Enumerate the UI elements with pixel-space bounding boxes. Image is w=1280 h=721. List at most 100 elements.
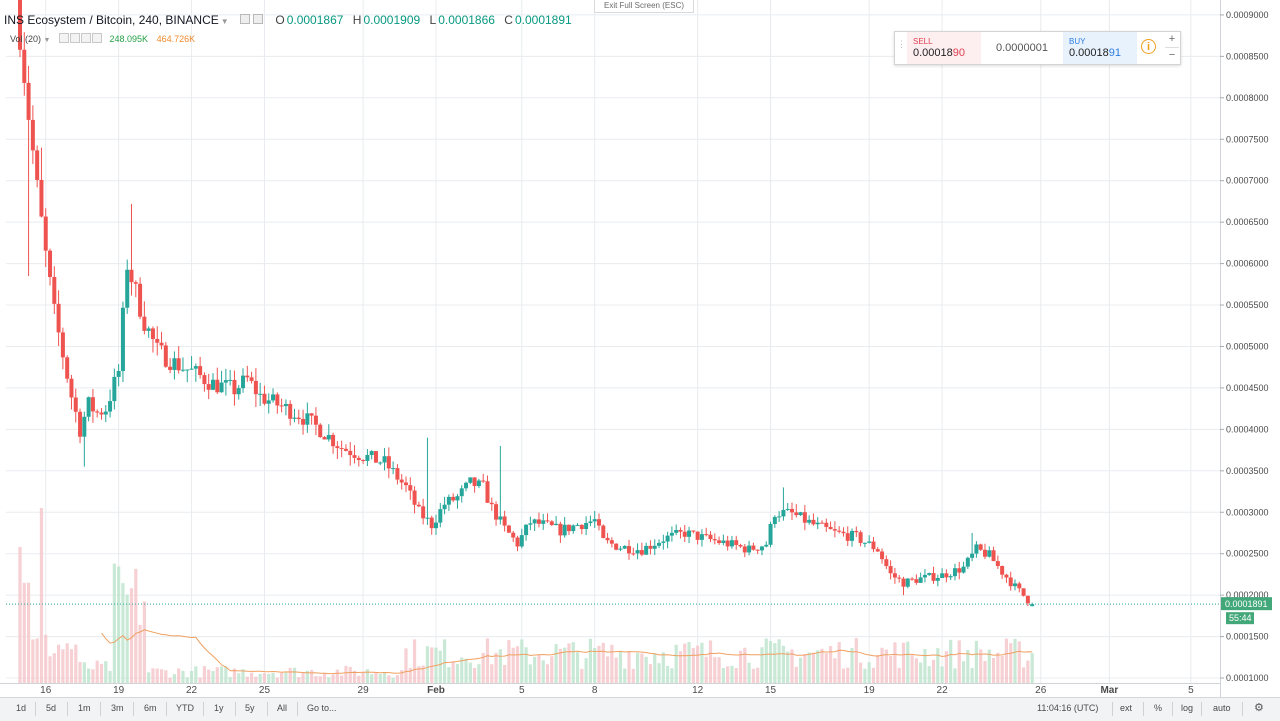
utc-clock[interactable]: 11:04:16 (UTC) (1037, 703, 1099, 713)
eye-icon[interactable] (240, 14, 251, 24)
volume-bar (919, 662, 923, 683)
volume-bar (678, 651, 683, 683)
time-axis-label: 19 (864, 685, 876, 696)
price-axis-label: 0.0004000 (1226, 424, 1269, 434)
volume-bar (365, 669, 369, 683)
close-icon[interactable] (92, 33, 102, 43)
volume-bar (357, 675, 361, 683)
candle-up (1013, 583, 1018, 587)
candle-down (914, 579, 919, 583)
volume-bar (653, 653, 657, 683)
volume-bar (738, 650, 743, 683)
candle-up (180, 369, 185, 371)
volume-bar (198, 677, 202, 683)
candle-down (408, 485, 413, 491)
volume-bar (468, 662, 472, 683)
candle-up (172, 358, 177, 370)
candlestick-chart[interactable]: 0.0009000 0.0008500 0.0008000 0.0007500 0.00… (0, 0, 1280, 697)
candle-up (266, 400, 271, 404)
candle-down (95, 411, 100, 413)
goto-button[interactable]: Go to... (307, 703, 337, 713)
candle-down (712, 539, 717, 541)
candle-up (661, 541, 666, 543)
volume-bar (507, 640, 511, 683)
volume-bar (811, 652, 816, 683)
info-icon[interactable]: i (1141, 39, 1156, 54)
auto-toggle[interactable]: auto (1213, 703, 1231, 713)
chevron-down-icon[interactable]: ▼ (43, 37, 51, 44)
add-icon[interactable] (81, 33, 91, 43)
exit-fullscreen-button[interactable]: Exit Full Screen (ESC) (594, 0, 694, 13)
ext-toggle[interactable]: ext (1120, 703, 1133, 713)
timeframe-3m[interactable]: 3m (111, 703, 124, 713)
minus-button[interactable]: − (1168, 49, 1176, 61)
volume-ma-value: 464.726K (156, 34, 196, 44)
candle-up (146, 328, 151, 331)
volume-bar (284, 672, 288, 683)
timeframe-5y[interactable]: 5y (245, 703, 255, 713)
volume-bar (425, 646, 430, 683)
candle-up (781, 509, 786, 517)
gear-icon[interactable] (253, 14, 264, 24)
plus-button[interactable]: + (1165, 32, 1179, 48)
volume-bar (395, 675, 400, 683)
candle-down (631, 553, 636, 555)
candle-down (322, 437, 327, 440)
price-axis-label: 0.0006000 (1226, 259, 1269, 269)
candle-up (271, 394, 276, 401)
candle-down (717, 540, 722, 544)
volume-bar (743, 647, 747, 683)
candle-down (725, 540, 730, 547)
candle-down (678, 529, 683, 532)
timeframe-5d[interactable]: 5d (46, 703, 57, 713)
volume-title[interactable]: Vol (20) (10, 34, 42, 44)
candle-up (365, 454, 370, 461)
volume-bar (447, 667, 451, 683)
chevron-down-icon[interactable]: ▼ (220, 17, 229, 26)
log-toggle[interactable]: log (1181, 703, 1194, 713)
timeframe-6m[interactable]: 6m (144, 703, 157, 713)
candle-down (48, 250, 53, 277)
volume-bar (674, 644, 678, 683)
volume-bar (901, 642, 906, 683)
symbol-title[interactable]: INS Ecosystem / Bitcoin, 240, BINANCE (4, 13, 219, 27)
volume-bar (451, 661, 455, 683)
timeframe-all[interactable]: All (277, 703, 288, 713)
candle-up (562, 524, 567, 536)
candle-up (434, 522, 439, 529)
gear-icon[interactable] (70, 33, 80, 43)
candle-down (69, 378, 74, 398)
candle-up (223, 380, 228, 383)
sell-button[interactable]: SELL 0.0001890 (907, 32, 981, 64)
drag-handle-icon[interactable]: ⋮⋮ (897, 39, 915, 49)
volume-bar (65, 643, 69, 683)
volume-bar (18, 546, 22, 683)
percent-toggle[interactable]: % (1154, 703, 1163, 713)
volume-bar (1021, 667, 1026, 683)
candle-up (464, 482, 469, 489)
timeframe-ytd[interactable]: YTD (176, 703, 194, 713)
candle-up (532, 519, 537, 524)
candle-down (691, 530, 696, 532)
price-axis-label: 0.0007000 (1226, 176, 1269, 186)
price-axis-label: 0.0009000 (1226, 10, 1269, 20)
timeframe-1y[interactable]: 1y (214, 703, 224, 713)
buy-button[interactable]: BUY 0.0001891 (1063, 32, 1137, 64)
current-price-badge (1221, 597, 1272, 611)
volume-bar (635, 652, 640, 683)
eye-icon[interactable] (59, 33, 69, 43)
volume-bar (833, 658, 837, 683)
candle-down (43, 216, 48, 251)
candle-down (150, 328, 155, 339)
volume-bar (571, 642, 575, 683)
timeframe-1d[interactable]: 1d (16, 703, 27, 713)
volume-bar (786, 651, 790, 683)
timeframe-1m[interactable]: 1m (78, 703, 91, 713)
gear-icon[interactable]: ⚙ (1254, 702, 1264, 714)
volume-bar (121, 583, 125, 683)
candle-up (584, 522, 589, 530)
volume-legend: Vol (20) ▼ 248.095K 464.726K (10, 33, 195, 44)
volume-bar (382, 672, 387, 683)
candle-up (103, 411, 108, 415)
volume-bar (936, 648, 940, 683)
